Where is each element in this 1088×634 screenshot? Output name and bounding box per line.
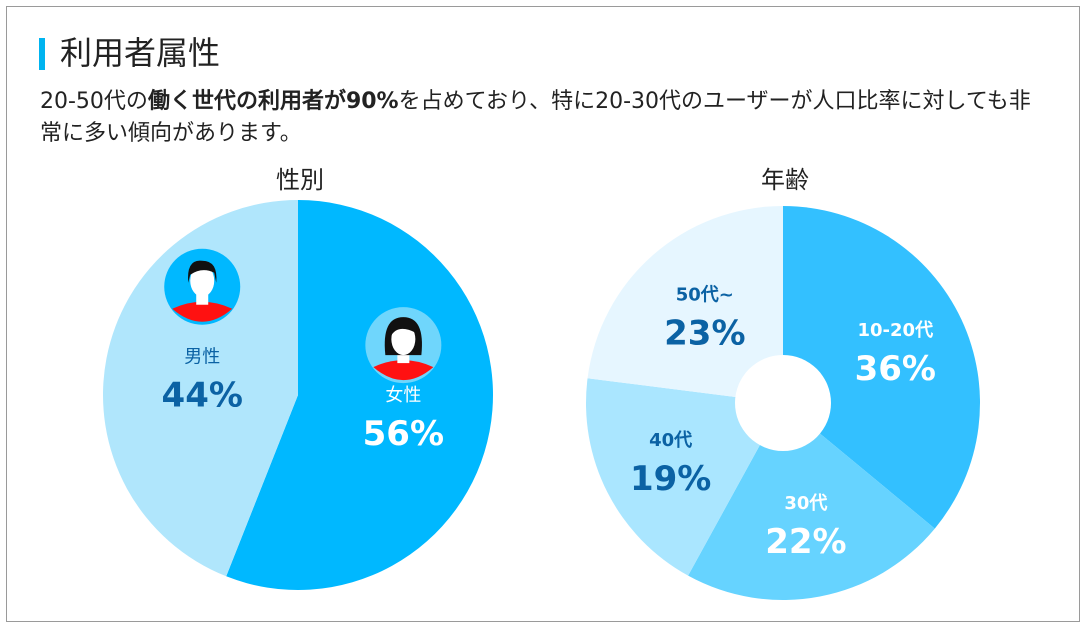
pie-slice bbox=[226, 200, 494, 590]
description-bold: 働く世代の利用者が90% bbox=[147, 89, 399, 114]
page-title: 利用者属性 bbox=[60, 34, 221, 72]
slice-value-label: 23% bbox=[664, 313, 745, 353]
title-accent-bar bbox=[39, 38, 45, 70]
slice-label: 50代~ bbox=[676, 284, 734, 305]
donut-hole bbox=[735, 355, 831, 451]
description-text-2: を占めており、特に20-30代のユーザーが人口比率に対しても非常に多い傾向があり… bbox=[40, 89, 1031, 146]
gender-chart-title: 性別 bbox=[276, 166, 324, 194]
pie-slice bbox=[688, 403, 935, 601]
slice-label: 30代 bbox=[784, 493, 827, 514]
slice-value-label: 36% bbox=[855, 349, 936, 389]
slice-value-label: 22% bbox=[765, 522, 846, 562]
slice-label: 男性 bbox=[184, 347, 220, 368]
slice-value-label: 19% bbox=[630, 459, 711, 499]
age-chart-title: 年齢 bbox=[761, 166, 809, 194]
female-avatar-icon bbox=[365, 307, 442, 384]
slice-label: 40代 bbox=[649, 430, 692, 451]
male-avatar-icon bbox=[164, 248, 241, 325]
slice-value-label: 44% bbox=[162, 376, 243, 416]
pie-slice bbox=[103, 200, 299, 577]
pie-slice bbox=[585, 378, 783, 576]
pie-slice bbox=[783, 206, 980, 529]
description: 20-50代の働く世代の利用者が90%を占めており、特に20-30代のユーザーが… bbox=[40, 86, 1050, 150]
pie-slice bbox=[587, 206, 783, 403]
slice-value-label: 56% bbox=[363, 414, 444, 454]
description-text: 20-50代の bbox=[40, 89, 148, 114]
slice-label: 10-20代 bbox=[858, 320, 934, 341]
slice-label: 女性 bbox=[385, 385, 421, 406]
